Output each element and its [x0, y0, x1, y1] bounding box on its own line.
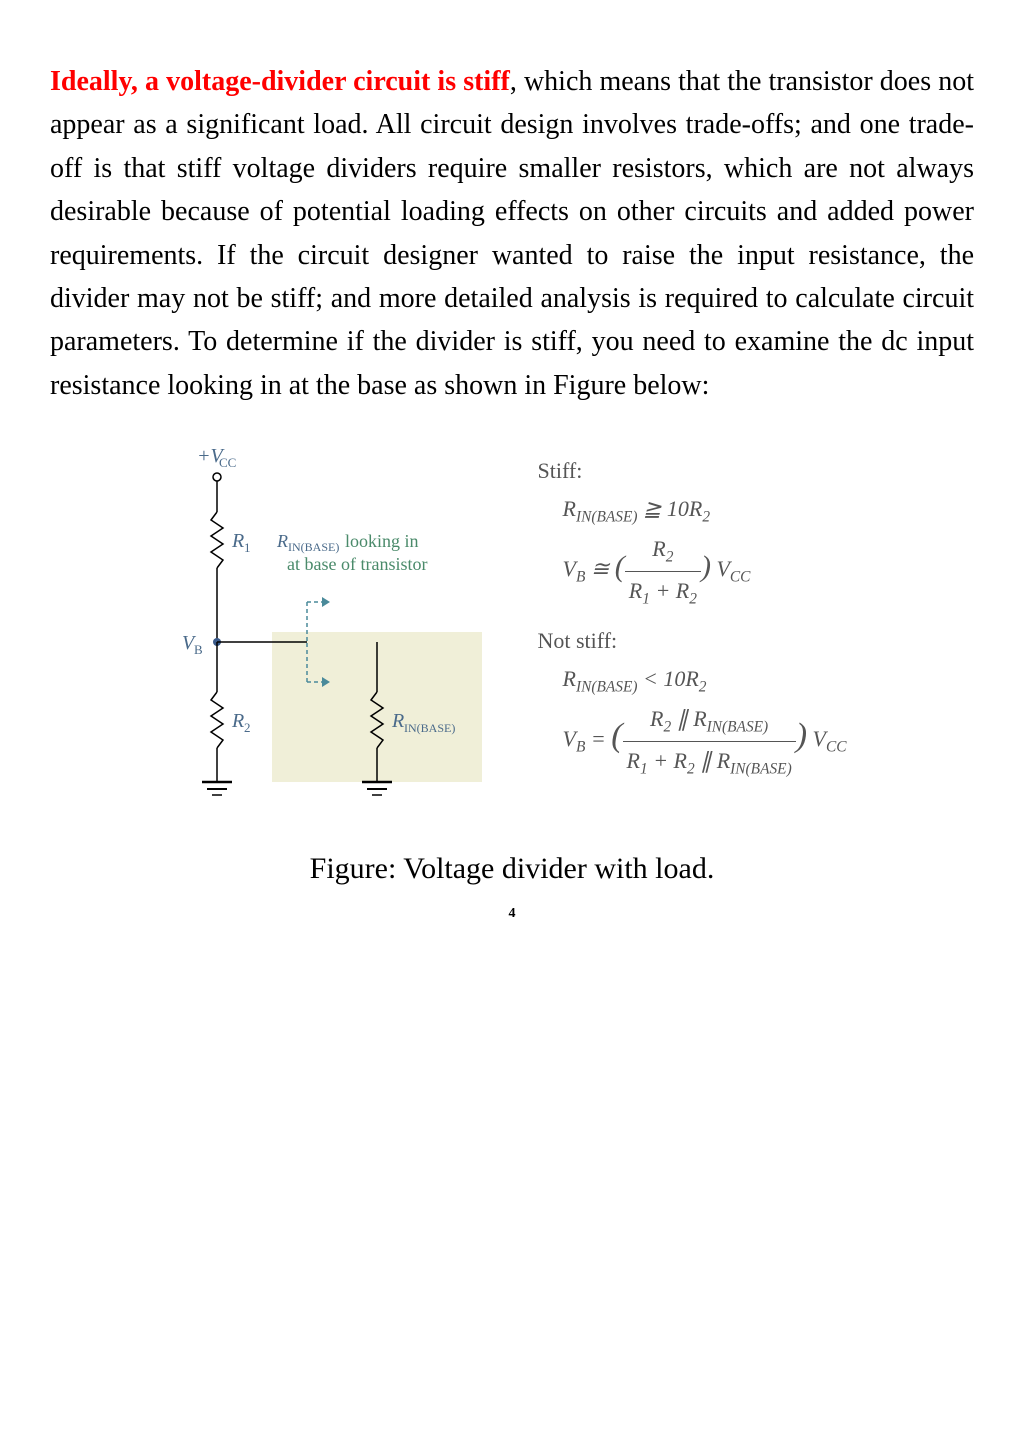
- not-stiff-condition: RIN(BASE) < 10R2: [562, 660, 846, 701]
- figure-area: +V CC R 1 V B R IN(BASE) looking: [50, 442, 974, 822]
- svg-text:R: R: [276, 531, 288, 551]
- main-paragraph: Ideally, a voltage-divider circuit is st…: [50, 60, 974, 407]
- not-stiff-vb: VB = (R2 ∥ RIN(BASE)R1 + R2 ∥ RIN(BASE))…: [562, 700, 846, 782]
- svg-text:1: 1: [244, 540, 251, 555]
- svg-text:R: R: [231, 530, 244, 552]
- equations-block: Stiff: RIN(BASE) ≧ 10R2 VB ≅ (R2R1 + R2)…: [537, 442, 846, 782]
- svg-text:at base of transistor: at base of transistor: [287, 554, 427, 574]
- svg-text:B: B: [194, 642, 203, 657]
- stiff-condition: RIN(BASE) ≧ 10R2: [562, 490, 846, 531]
- svg-text:CC: CC: [219, 455, 236, 470]
- stiff-label: Stiff:: [537, 452, 846, 489]
- svg-text:R: R: [391, 710, 404, 732]
- stiff-vb: VB ≅ (R2R1 + R2) VCC: [562, 530, 846, 612]
- not-stiff-label: Not stiff:: [537, 622, 846, 659]
- page-number: 4: [50, 906, 974, 922]
- figure-caption: Figure: Voltage divider with load.: [50, 852, 974, 886]
- svg-text:IN(BASE): IN(BASE): [288, 540, 339, 554]
- svg-text:R: R: [231, 710, 244, 732]
- circuit-diagram: +V CC R 1 V B R IN(BASE) looking: [177, 442, 497, 822]
- svg-text:looking in: looking in: [345, 531, 419, 551]
- body-text: , which means that the transistor does n…: [50, 66, 974, 401]
- svg-text:IN(BASE): IN(BASE): [404, 721, 455, 735]
- emphasis-text: Ideally, a voltage-divider circuit is st…: [50, 66, 510, 97]
- svg-text:2: 2: [244, 720, 251, 735]
